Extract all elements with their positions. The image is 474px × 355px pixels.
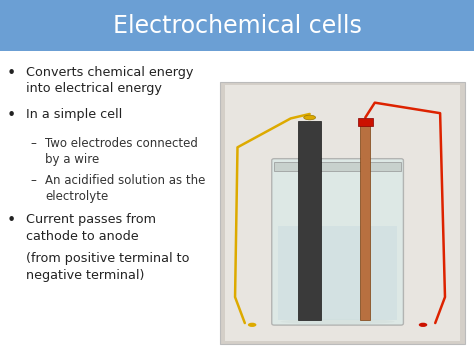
Text: Current passes from
cathode to anode: Current passes from cathode to anode xyxy=(26,213,156,242)
FancyBboxPatch shape xyxy=(225,85,460,341)
Text: An acidified solution as the
electrolyte: An acidified solution as the electrolyte xyxy=(45,174,205,203)
FancyBboxPatch shape xyxy=(272,159,403,325)
Bar xyxy=(274,162,401,171)
Ellipse shape xyxy=(248,323,256,327)
Text: Electrochemical cells: Electrochemical cells xyxy=(112,14,362,38)
Ellipse shape xyxy=(304,115,316,120)
Ellipse shape xyxy=(419,323,427,327)
Text: •: • xyxy=(7,66,17,81)
Text: Converts chemical energy
into electrical energy: Converts chemical energy into electrical… xyxy=(26,66,193,95)
Text: –: – xyxy=(31,174,36,187)
Text: •: • xyxy=(7,108,17,122)
Bar xyxy=(278,226,397,321)
Ellipse shape xyxy=(281,319,395,324)
Text: –: – xyxy=(31,137,36,150)
Text: Two electrodes connected
by a wire: Two electrodes connected by a wire xyxy=(45,137,198,166)
FancyBboxPatch shape xyxy=(0,0,474,51)
Text: •: • xyxy=(7,213,17,228)
Text: (from positive terminal to
negative terminal): (from positive terminal to negative term… xyxy=(26,252,190,282)
FancyBboxPatch shape xyxy=(220,82,465,344)
Bar xyxy=(298,121,321,320)
Bar xyxy=(358,118,373,126)
Bar xyxy=(360,121,370,320)
Text: In a simple cell: In a simple cell xyxy=(26,108,122,121)
